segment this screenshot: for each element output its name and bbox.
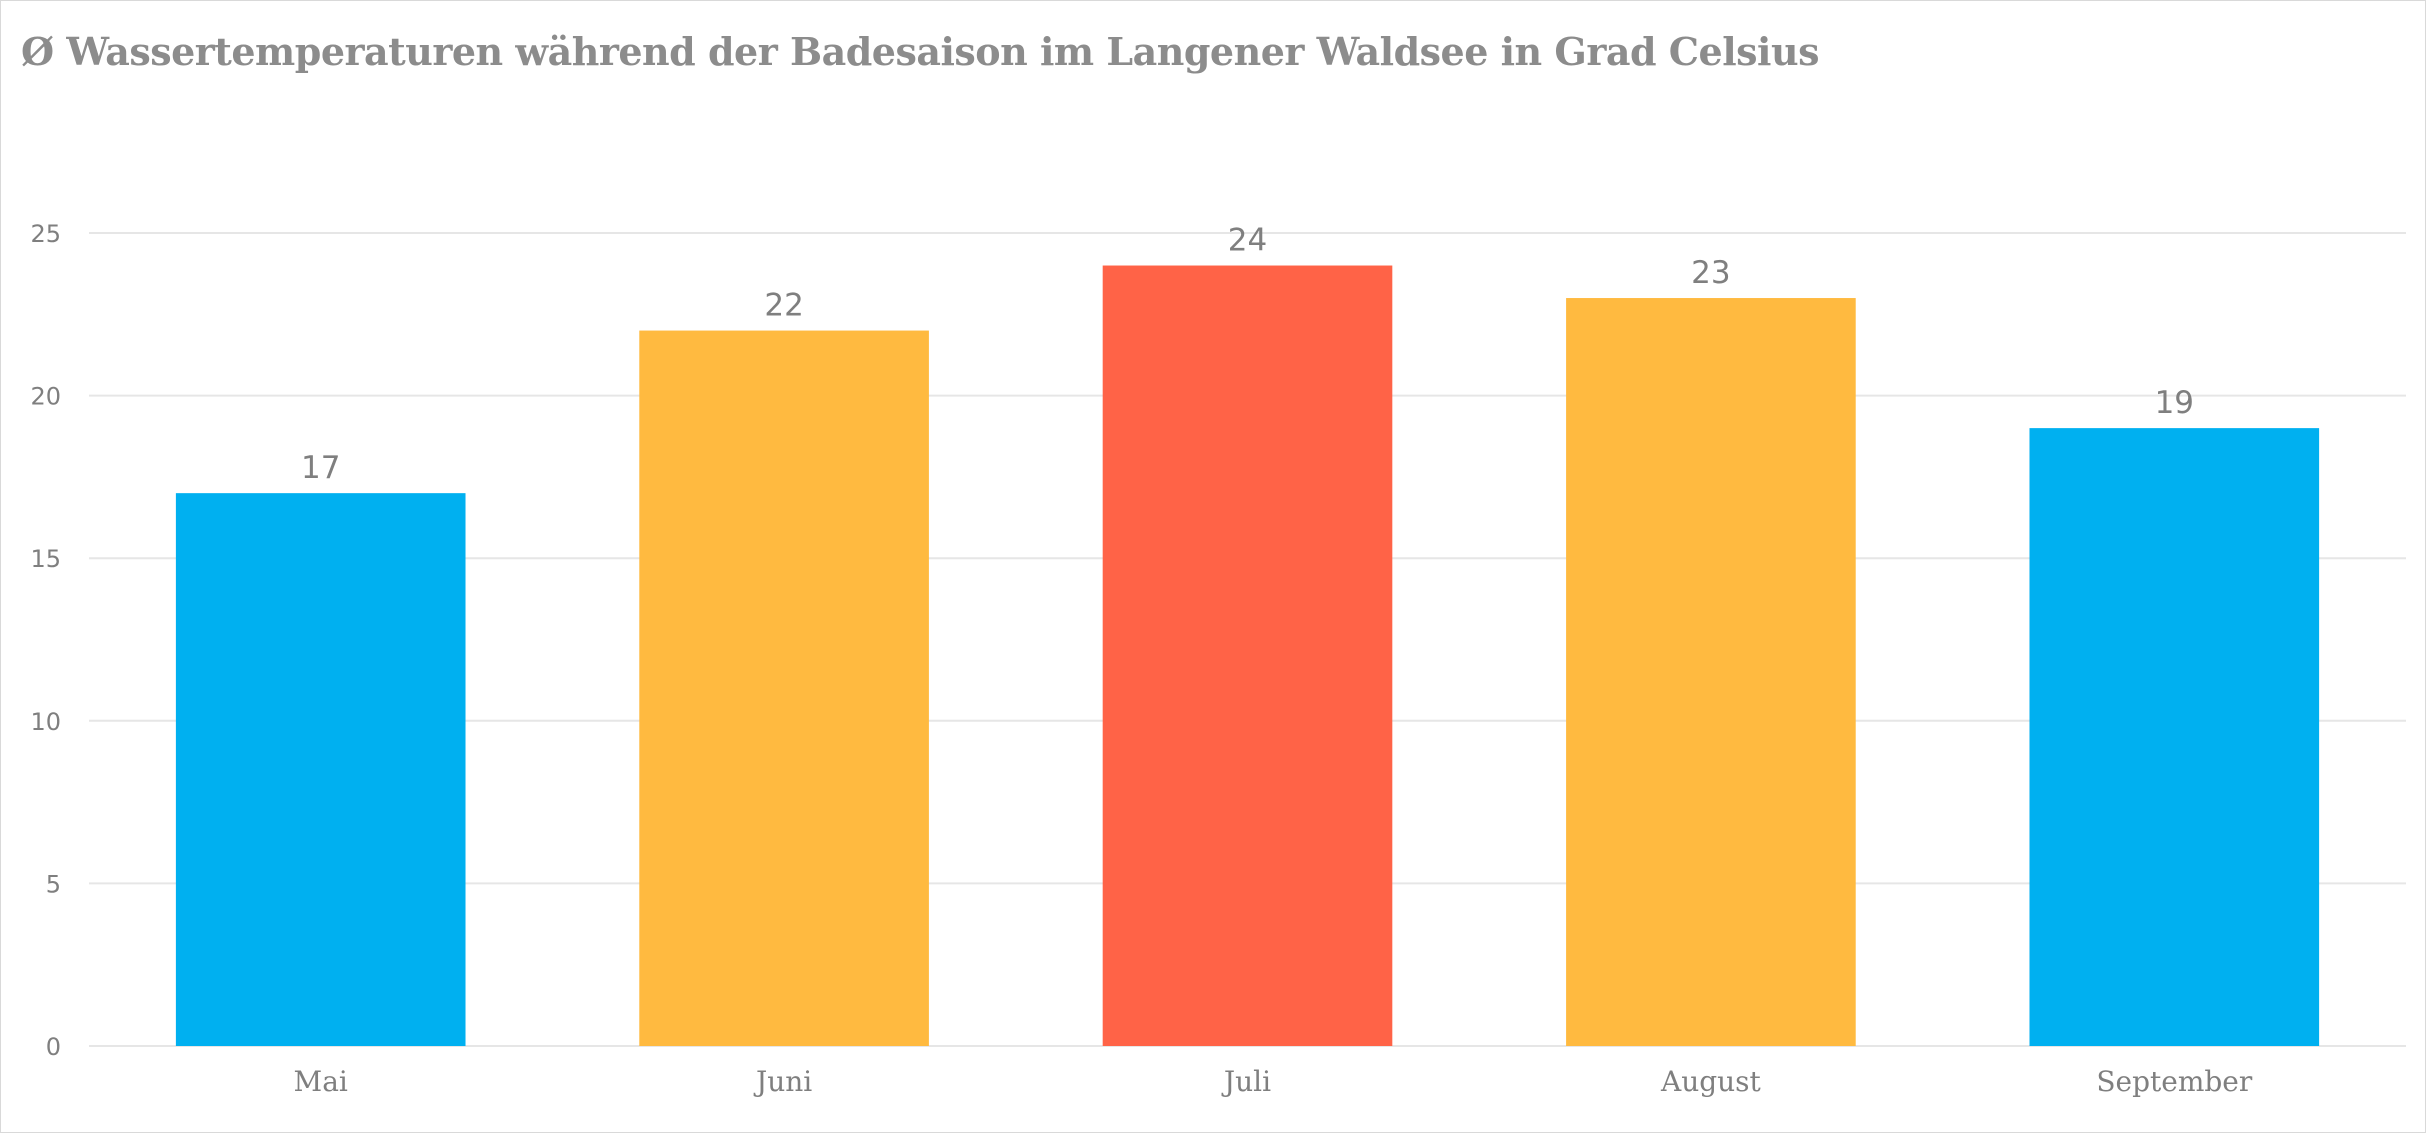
category-label-september: September [2096,1065,2253,1098]
y-tick-label: 25 [30,220,61,248]
x-axis-categories: Mai Juni Juli August September [294,1065,2253,1098]
data-label-september: 19 [2155,385,2194,421]
bar-juli [1102,265,1393,1046]
data-label-mai: 17 [301,450,340,486]
bar-september [2029,428,2320,1046]
bar-juni [639,330,929,1046]
category-label-august: August [1660,1065,1762,1098]
y-axis-ticks: 0 5 10 15 20 25 [30,220,61,1061]
category-label-mai: Mai [294,1065,348,1098]
y-tick-label: 15 [30,545,61,573]
y-tick-label: 10 [30,708,61,736]
category-label-juli: Juli [1221,1065,1271,1098]
category-label-juni: Juni [753,1065,812,1098]
y-tick-label: 5 [46,870,61,898]
data-label-juni: 22 [764,288,803,324]
data-label-august: 23 [1691,255,1730,291]
data-label-juli: 24 [1228,223,1267,259]
chart-title: Ø Wassertemperaturen während der Badesai… [21,29,1820,74]
y-tick-label: 0 [46,1033,61,1061]
bar-mai [175,493,466,1046]
data-labels: 17 22 24 23 19 [301,223,2194,487]
bars [175,265,2320,1046]
y-tick-label: 20 [30,383,61,411]
bar-august [1566,298,1856,1046]
